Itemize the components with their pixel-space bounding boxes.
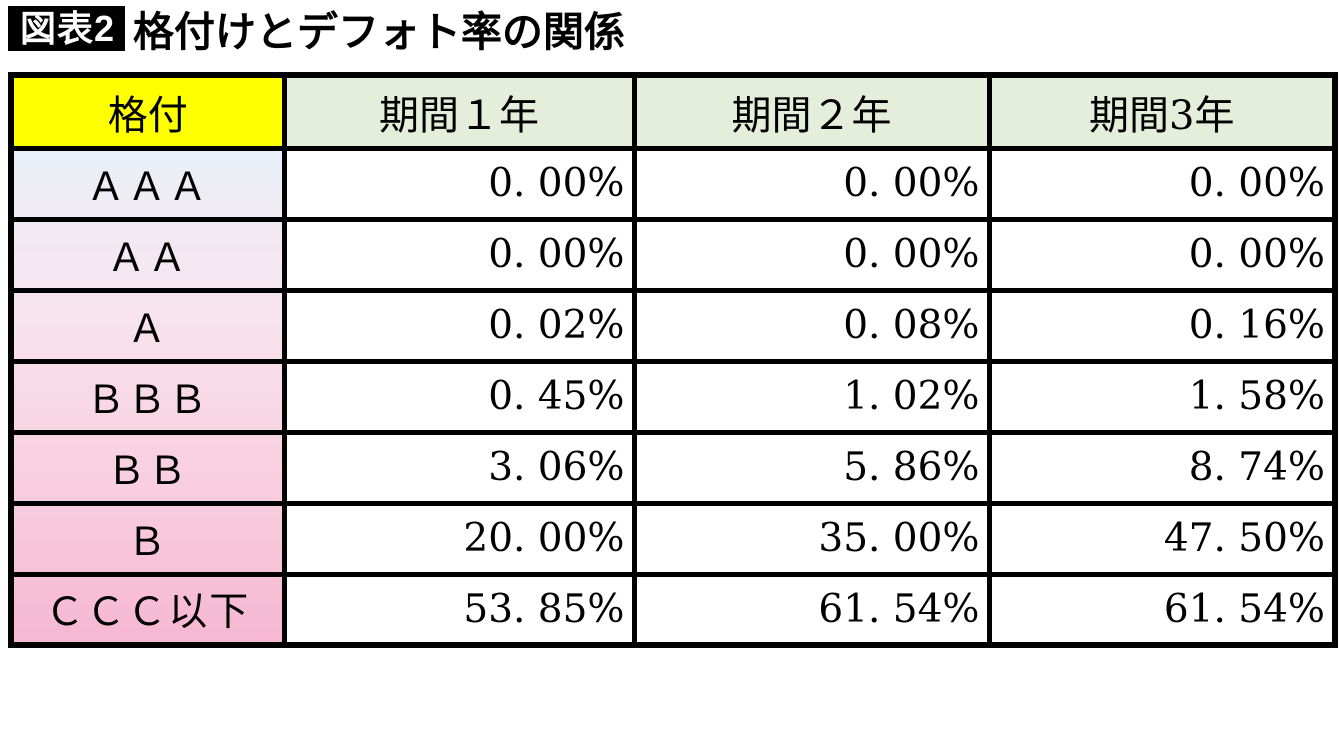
header-rating: 格付 — [8, 72, 287, 151]
table-header: 格付 期間１年 期間２年 期間3年 — [8, 72, 1338, 151]
figure-title: 図表2 格付けとデフォト率の関係 — [8, 5, 1340, 55]
figure-number-badge: 図表2 — [8, 5, 126, 51]
table-body: ＡＡＡ 0. 00% 0. 00% 0. 00% ＡＡ 0. 00% 0. 00… — [8, 145, 1338, 648]
value-cell: 0. 45% — [281, 358, 637, 435]
value-cell: 61. 54% — [986, 571, 1338, 648]
value-cell: 0. 00% — [986, 145, 1338, 222]
header-period-3yr: 期間3年 — [986, 72, 1338, 151]
rating-default-table: 格付 期間１年 期間２年 期間3年 ＡＡＡ 0. 00% 0. 00% 0. 0… — [8, 72, 1338, 648]
value-cell: 61. 54% — [631, 571, 992, 648]
header-period-2yr: 期間２年 — [631, 72, 992, 151]
table-row-a: Ａ 0. 02% 0. 08% 0. 16% — [8, 287, 1338, 364]
table-row-bb: ＢＢ 3. 06% 5. 86% 8. 74% — [8, 429, 1338, 506]
rating-cell: ＡＡ — [8, 216, 287, 293]
table-row-ccc-below: ＣＣＣ以下 53. 85% 61. 54% 61. 54% — [8, 571, 1338, 648]
value-cell: 20. 00% — [281, 500, 637, 577]
value-cell: 0. 08% — [631, 287, 992, 364]
value-cell: 35. 00% — [631, 500, 992, 577]
rating-cell: ＢＢＢ — [8, 358, 287, 435]
rating-cell: ＢＢ — [8, 429, 287, 506]
table-row-aa: ＡＡ 0. 00% 0. 00% 0. 00% — [8, 216, 1338, 293]
header-row: 格付 期間１年 期間２年 期間3年 — [8, 72, 1338, 151]
value-cell: 5. 86% — [631, 429, 992, 506]
value-cell: 0. 02% — [281, 287, 637, 364]
table-row-bbb: ＢＢＢ 0. 45% 1. 02% 1. 58% — [8, 358, 1338, 435]
table-row-b: Ｂ 20. 00% 35. 00% 47. 50% — [8, 500, 1338, 577]
value-cell: 8. 74% — [986, 429, 1338, 506]
value-cell: 0. 00% — [281, 145, 637, 222]
rating-cell: ＣＣＣ以下 — [8, 571, 287, 648]
value-cell: 53. 85% — [281, 571, 637, 648]
rating-cell: Ｂ — [8, 500, 287, 577]
value-cell: 3. 06% — [281, 429, 637, 506]
table-row-aaa: ＡＡＡ 0. 00% 0. 00% 0. 00% — [8, 145, 1338, 222]
value-cell: 0. 16% — [986, 287, 1338, 364]
value-cell: 0. 00% — [631, 145, 992, 222]
value-cell: 47. 50% — [986, 500, 1338, 577]
value-cell: 1. 02% — [631, 358, 992, 435]
value-cell: 0. 00% — [986, 216, 1338, 293]
value-cell: 1. 58% — [986, 358, 1338, 435]
rating-cell: Ａ — [8, 287, 287, 364]
value-cell: 0. 00% — [281, 216, 637, 293]
page-title: 格付けとデフォト率の関係 — [133, 9, 626, 55]
rating-cell: ＡＡＡ — [8, 145, 287, 222]
value-cell: 0. 00% — [631, 216, 992, 293]
header-period-1yr: 期間１年 — [281, 72, 637, 151]
